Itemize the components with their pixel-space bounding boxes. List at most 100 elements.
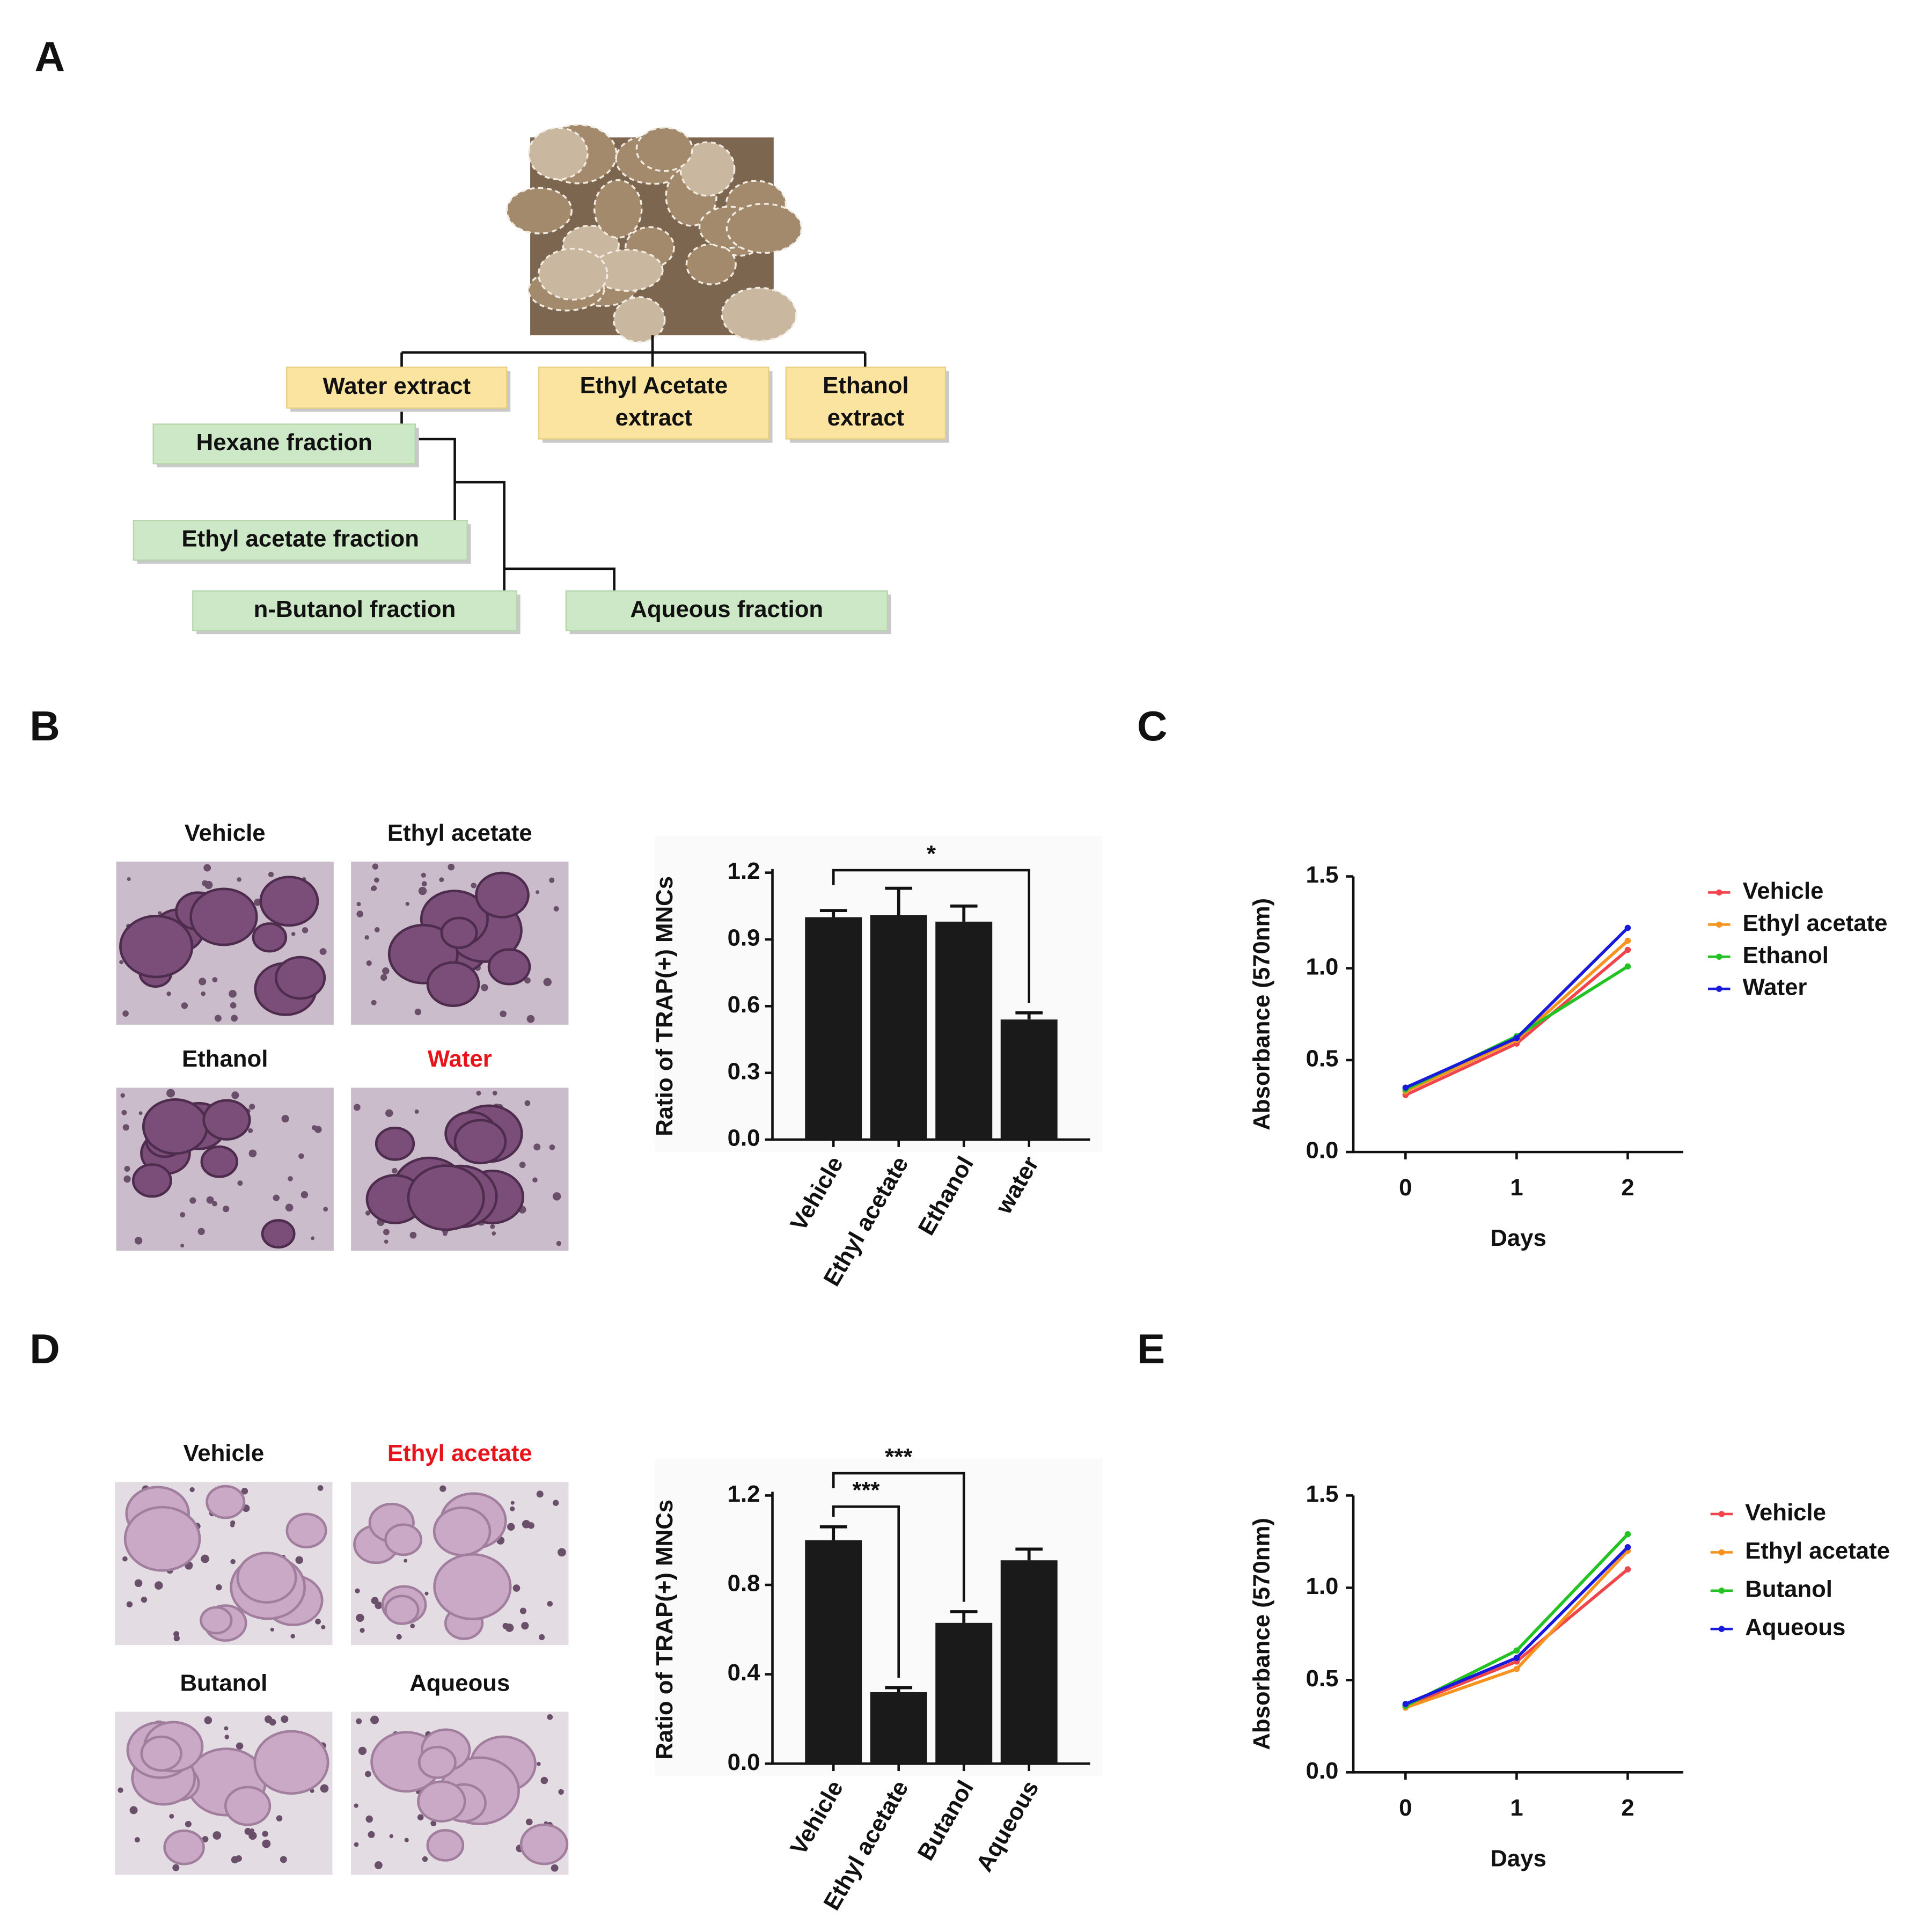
micrograph-cell — [558, 1548, 566, 1557]
connectors — [400, 335, 867, 591]
micrograph-cell — [551, 1864, 559, 1872]
bar — [935, 921, 993, 1140]
micrograph-cell — [269, 1718, 276, 1726]
micrograph-cell — [138, 1111, 143, 1115]
micrograph-cell — [123, 1505, 201, 1572]
micrograph-cell — [519, 1607, 526, 1614]
y-tick-label: 0.5 — [1306, 1045, 1339, 1071]
micrograph-cell — [417, 1745, 457, 1779]
y-tick-label: 0.6 — [728, 991, 760, 1018]
legend-swatch — [1718, 1549, 1725, 1556]
micrograph-cell — [500, 1010, 507, 1018]
micrograph-cell — [121, 1110, 127, 1115]
micrograph-cell — [492, 1231, 496, 1236]
micrograph-cell — [273, 1194, 280, 1201]
micrograph-label: Ethyl acetate — [387, 820, 532, 846]
photo-cap — [527, 127, 589, 180]
micrograph-cell — [230, 1002, 237, 1009]
micrograph-cell — [180, 1244, 185, 1248]
micrograph-cell — [281, 1115, 289, 1123]
legend-label: Water — [1743, 974, 1807, 1001]
micrograph-cell — [490, 1224, 495, 1229]
x-tick-label: 1 — [1510, 1174, 1523, 1201]
photo-cap — [725, 203, 803, 254]
micrograph-cell — [375, 1602, 383, 1610]
micrograph-cell — [189, 1487, 195, 1493]
micrograph-label: Vehicle — [183, 1440, 264, 1466]
node-box — [192, 590, 517, 631]
micrograph-cell — [140, 1735, 182, 1772]
x-tick-label: 0 — [1399, 1795, 1412, 1821]
micrograph-cell — [224, 1786, 272, 1826]
panel-label: B — [30, 702, 60, 750]
micrograph-cell — [543, 978, 552, 987]
micrograph-cell — [519, 1162, 526, 1169]
significance-label: *** — [885, 1444, 912, 1470]
micrograph-cell — [276, 1815, 283, 1821]
panel-label: C — [1137, 702, 1168, 750]
micrograph-cell — [202, 1099, 251, 1141]
node-box — [286, 366, 508, 409]
micrograph-cell — [553, 1500, 559, 1506]
micrograph-cell — [261, 1219, 296, 1249]
photo-cap — [679, 141, 736, 197]
micrograph-cell — [212, 977, 218, 983]
y-tick-label: 1.0 — [1306, 1573, 1339, 1599]
legend-swatch — [1718, 1511, 1725, 1517]
node-box — [133, 520, 468, 561]
micrograph-cell — [237, 1180, 243, 1186]
bar — [870, 915, 927, 1140]
micrograph-cell — [385, 1109, 393, 1117]
micrograph-cell — [354, 1803, 358, 1808]
micrograph-cell — [368, 1831, 375, 1838]
micrograph-cell — [119, 915, 194, 979]
legend-label: Vehicle — [1745, 1500, 1826, 1526]
y-tick-label: 1.2 — [728, 1481, 760, 1507]
y-tick-label: 0.0 — [1306, 1758, 1339, 1784]
micrograph-cell — [409, 1231, 417, 1239]
legend-swatch — [1718, 1626, 1725, 1632]
node-label: Hexane fraction — [196, 429, 372, 456]
micrograph-cell — [248, 1831, 257, 1840]
point — [1513, 1647, 1520, 1654]
micrograph-cell — [510, 1506, 515, 1511]
node-label: Water extract — [323, 373, 471, 399]
micrograph-cell — [505, 1624, 514, 1632]
micrograph-cell — [122, 1124, 129, 1131]
micrograph-cell — [199, 978, 207, 986]
bar — [805, 917, 862, 1140]
legend-swatch — [1716, 889, 1722, 896]
micrograph-cell — [320, 1784, 329, 1793]
y-tick-label: 0.0 — [728, 1749, 760, 1775]
micrograph-cell — [231, 1015, 238, 1022]
micrograph-cell — [370, 1715, 379, 1724]
bar — [935, 1622, 993, 1764]
micrograph-cell — [476, 1091, 481, 1096]
micrograph-cell — [224, 1735, 230, 1739]
micrograph-cell — [280, 1856, 287, 1863]
micrograph-cell — [244, 1827, 252, 1835]
micrograph-cell — [134, 1837, 140, 1843]
micrograph-cell — [512, 1584, 521, 1592]
micrograph-cell — [372, 863, 379, 870]
photo-cap — [538, 247, 609, 301]
micrograph-cell — [237, 877, 241, 882]
micrograph-cell — [481, 984, 488, 991]
micrograph-cell — [259, 876, 319, 927]
micrograph-cell — [432, 1506, 492, 1556]
point — [1624, 946, 1631, 953]
micrograph-cell — [439, 877, 444, 883]
micrograph-cell — [536, 890, 540, 894]
micrograph-cell — [285, 1512, 327, 1548]
photo-cap — [505, 187, 573, 234]
legend-swatch — [1716, 921, 1722, 928]
y-tick-label: 1.5 — [1306, 1481, 1339, 1507]
point — [1624, 937, 1631, 944]
micrograph-cell — [185, 1820, 192, 1827]
micrograph-cell — [539, 1634, 545, 1641]
micrograph-label: Butanol — [180, 1670, 267, 1696]
micrograph-cell — [154, 1581, 163, 1590]
micrograph-cell — [371, 1000, 377, 1005]
significance-label: * — [927, 841, 936, 867]
micrograph-cell — [519, 1823, 569, 1865]
